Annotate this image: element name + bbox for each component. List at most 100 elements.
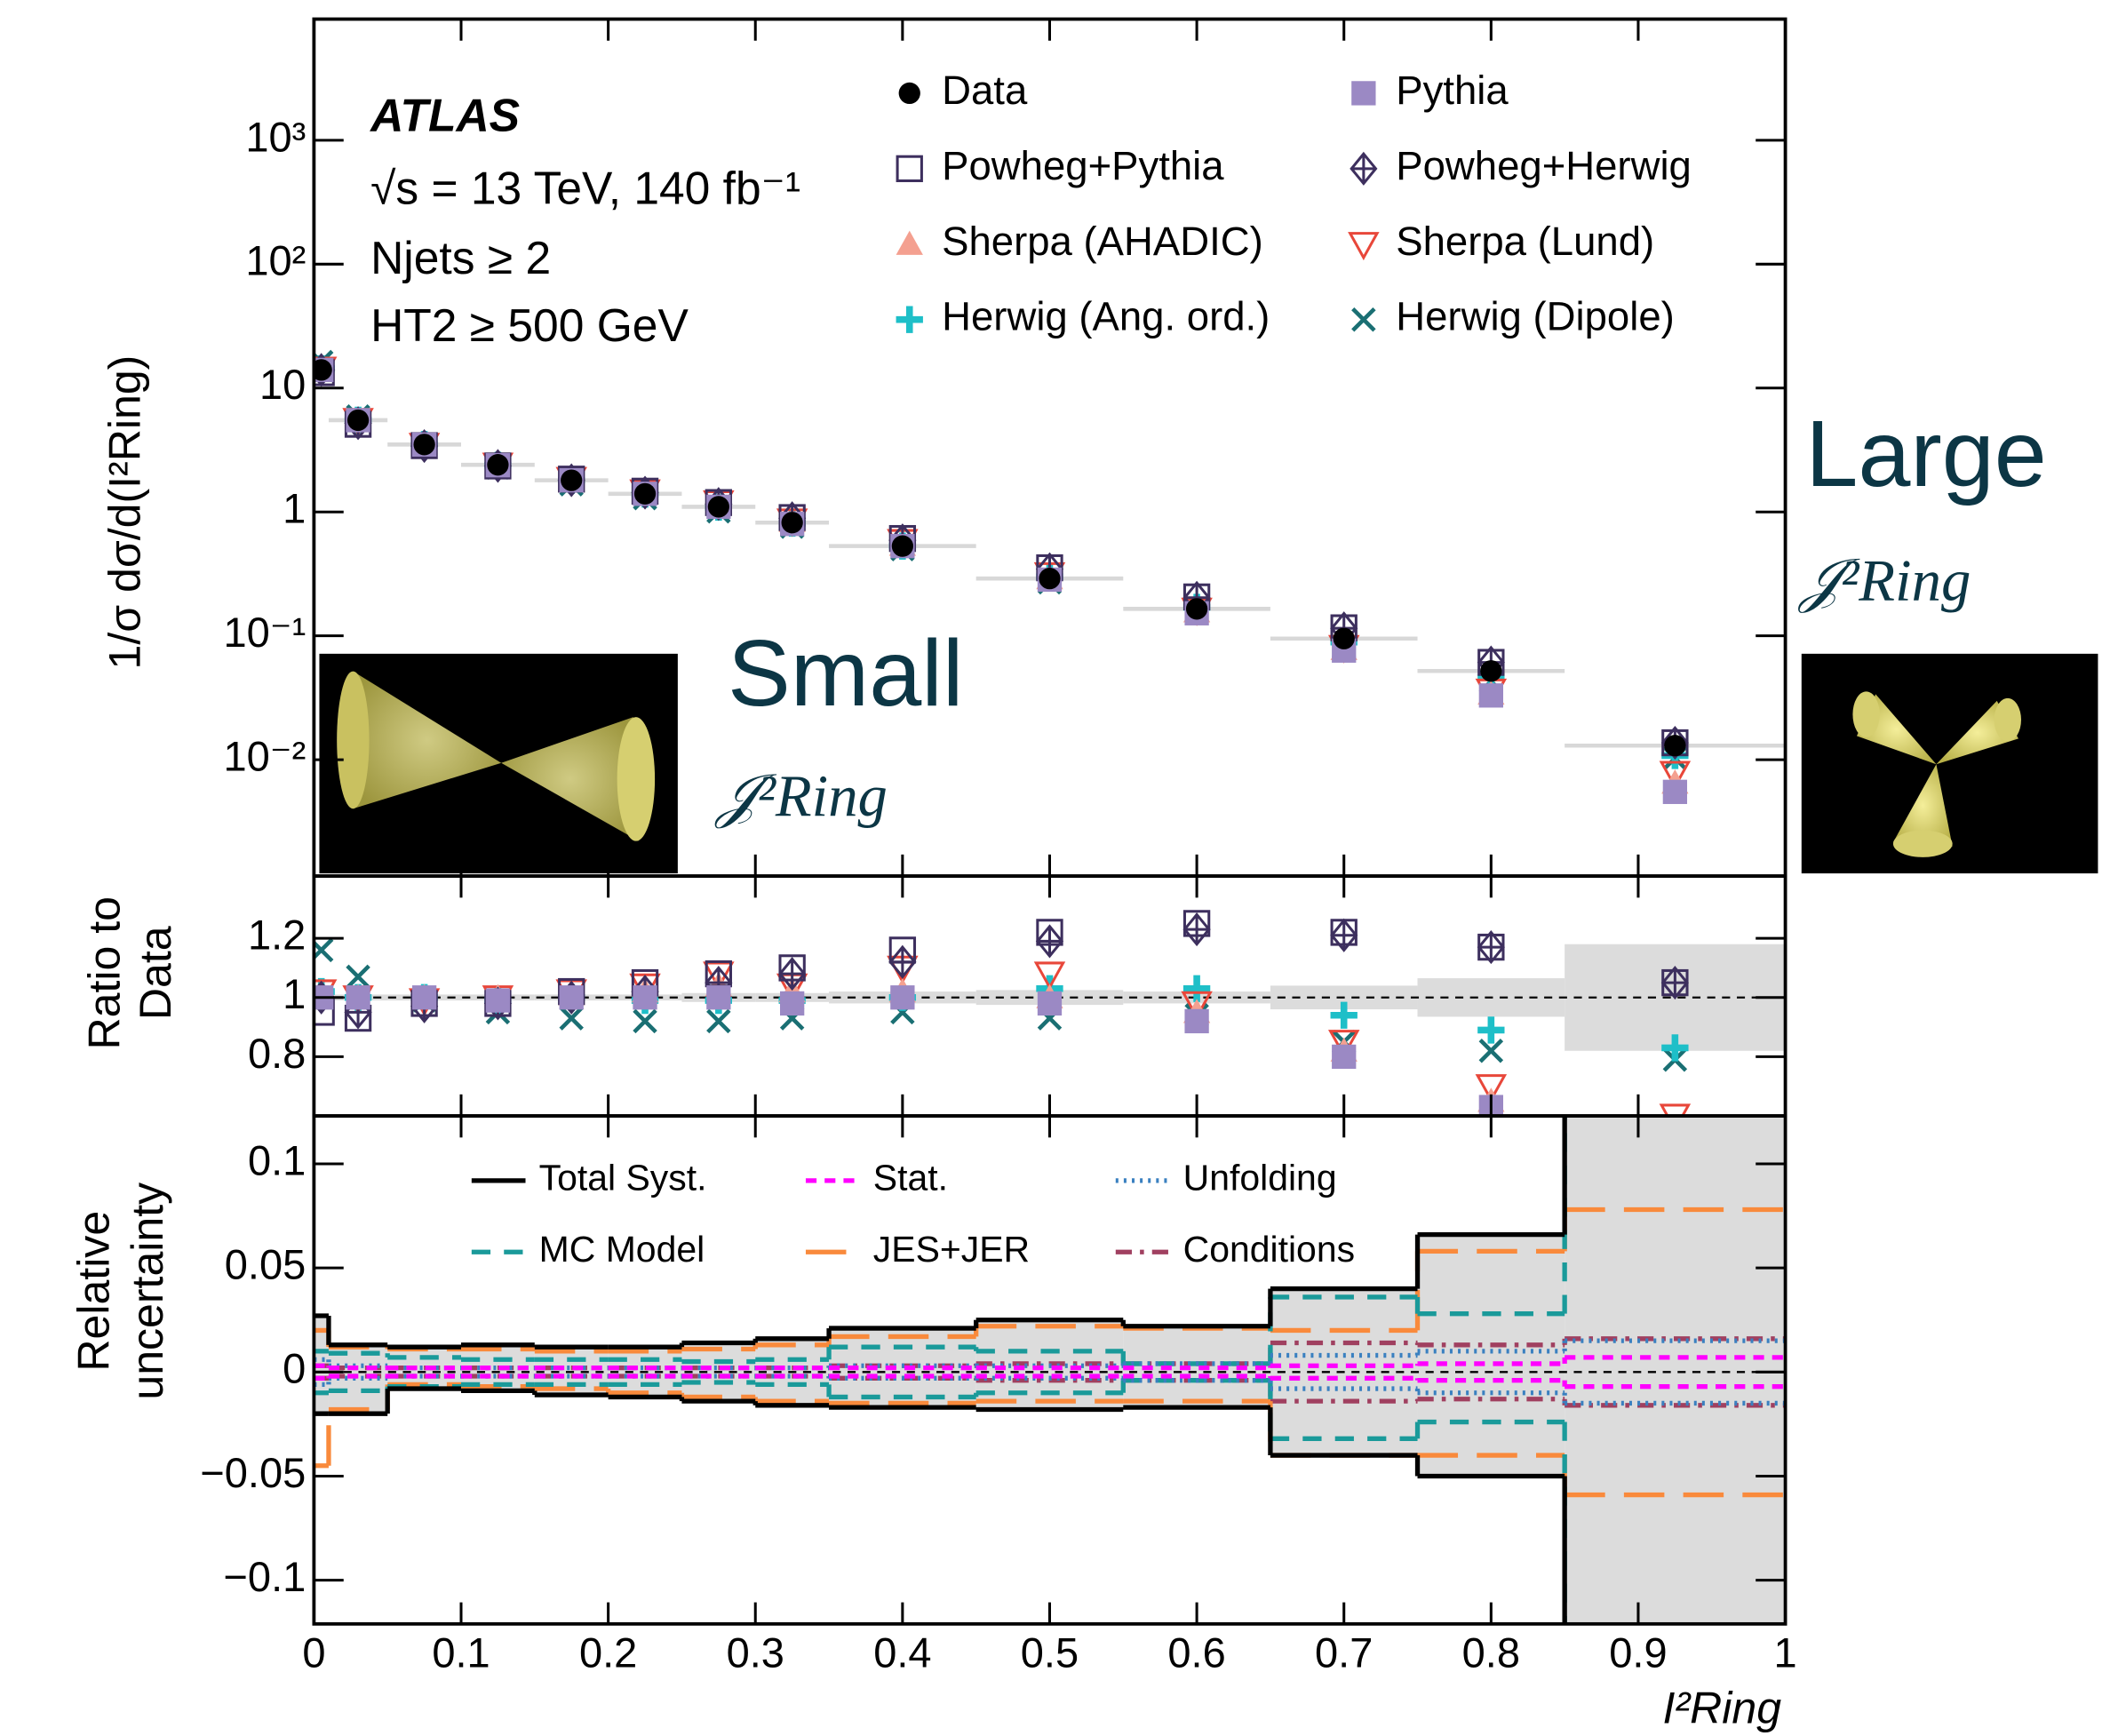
marker [1661, 1034, 1689, 1062]
marker [1478, 1038, 1504, 1063]
marker [1480, 660, 1502, 682]
energy-label: √s = 13 TeV, 140 fb⁻¹ [370, 162, 800, 213]
plot-area [314, 910, 1786, 1117]
y-axis-label: Relative [68, 1211, 118, 1372]
legend-label: Conditions [1183, 1229, 1355, 1270]
marker [778, 957, 807, 991]
y-axis-label: 1/σ dσ/d(I²Ring) [100, 355, 149, 670]
x-tick-label: 0.4 [873, 1629, 931, 1676]
marker [1036, 919, 1063, 946]
marker [778, 954, 806, 982]
ht2-label: HT2 ≥ 500 GeV [370, 299, 689, 351]
legend-label: Powheg+Herwig [1396, 143, 1692, 188]
small-symbol: 𝒥²Ring [714, 764, 888, 829]
marker [1659, 1103, 1692, 1117]
x-tick-label: 0 [302, 1629, 325, 1676]
x-tick-label: 0.7 [1315, 1629, 1373, 1676]
marker [1182, 910, 1211, 937]
marker [706, 1008, 731, 1034]
y-tick-label: 0 [283, 1345, 306, 1392]
marker [346, 964, 370, 990]
marker [1184, 1008, 1209, 1034]
legend-marker [1350, 151, 1378, 186]
legend-marker [896, 230, 923, 255]
marker [1327, 1030, 1360, 1059]
y-tick-label: 10² [245, 237, 306, 284]
marker [633, 482, 657, 505]
y-axis-label: uncertainty [123, 1183, 172, 1400]
legend-marker [1351, 81, 1376, 106]
y-tick-label: 10⁻² [224, 733, 307, 780]
legend-marker [1348, 232, 1380, 261]
marker [1333, 627, 1355, 649]
uncertainty-fill [1565, 1116, 1786, 1624]
marker [779, 991, 805, 1016]
y-tick-label: 1 [283, 970, 306, 1017]
y-tick-label: 10 [259, 361, 306, 408]
marker [1477, 930, 1505, 965]
legend-label: JES+JER [873, 1229, 1030, 1270]
large-symbol: 𝒥²Ring [1797, 548, 1971, 613]
marker [891, 535, 913, 557]
marker [633, 1008, 657, 1034]
marker [1330, 1001, 1358, 1029]
marker [1185, 598, 1208, 620]
marker [1330, 919, 1358, 946]
legend-marker [896, 306, 923, 333]
legend-label: Unfolding [1183, 1158, 1337, 1198]
x-tick-label: 0.3 [727, 1629, 784, 1676]
marker [1332, 1044, 1357, 1070]
legend-label: Data [942, 68, 1028, 113]
legend-label: Stat. [873, 1158, 948, 1198]
y-tick-label: 1 [283, 485, 306, 532]
legend-label: Herwig (Dipole) [1396, 294, 1675, 339]
marker [413, 434, 435, 456]
legend-label: Powheg+Pythia [942, 143, 1224, 188]
marker [888, 936, 917, 964]
marker [1182, 912, 1211, 947]
x-tick-label: 0.5 [1021, 1629, 1079, 1676]
uncertainty-fill [1417, 1234, 1565, 1477]
legend-marker [896, 155, 923, 183]
y-axis-label: Ratio to [80, 896, 130, 1049]
marker [1477, 1016, 1505, 1044]
marker [1478, 683, 1503, 708]
legend-label: Herwig (Ang. ord.) [942, 294, 1270, 339]
marker [559, 985, 584, 1010]
marker [1039, 568, 1061, 590]
marker [346, 985, 370, 1010]
marker [781, 512, 803, 534]
legend-label: Total Syst. [539, 1158, 707, 1198]
plot-area [314, 1116, 1786, 1624]
y-tick-label: −0.05 [200, 1449, 306, 1496]
x-tick-label: 0.8 [1462, 1629, 1520, 1676]
marker [1181, 991, 1213, 1020]
event-display-large [1801, 653, 2098, 874]
small-label: Small [728, 621, 963, 726]
marker [485, 988, 511, 1013]
experiment-label: ATLAS [369, 89, 520, 140]
legend-label: Pythia [1396, 68, 1509, 113]
x-tick-label: 0.9 [1609, 1629, 1667, 1676]
marker [1662, 779, 1688, 804]
y-axis-label: Data [131, 926, 180, 1020]
legend-label: Sherpa (AHADIC) [942, 219, 1263, 264]
marker [1477, 933, 1505, 961]
marker [314, 359, 332, 381]
y-tick-label: −0.1 [223, 1553, 306, 1600]
x-tick-label: 0.2 [579, 1629, 637, 1676]
y-tick-label: 0.05 [225, 1241, 306, 1288]
y-tick-label: 1.2 [248, 912, 306, 959]
marker [633, 985, 657, 1010]
marker [1664, 735, 1686, 757]
y-tick-label: 0.8 [248, 1030, 306, 1077]
x-tick-label: 1 [1774, 1629, 1797, 1676]
marker [411, 985, 437, 1010]
y-tick-label: 10⁻¹ [224, 609, 307, 656]
marker [1660, 966, 1689, 1000]
legend-marker [898, 82, 920, 105]
njets-label: Njets ≥ 2 [370, 232, 551, 283]
y-tick-label: 0.1 [248, 1136, 306, 1183]
marker [559, 1006, 584, 1031]
